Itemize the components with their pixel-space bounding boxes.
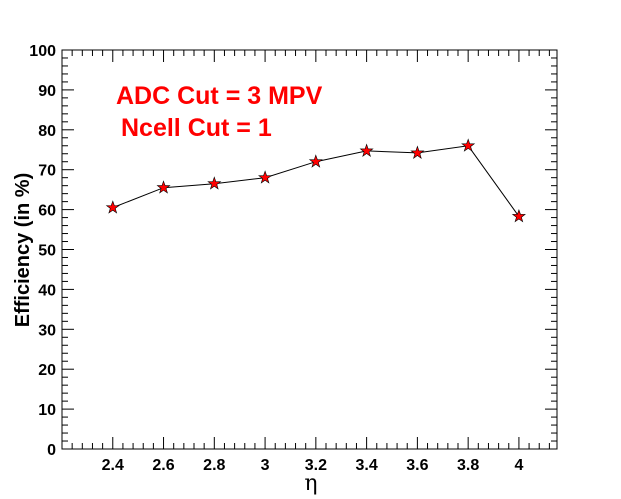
data-point xyxy=(511,208,526,223)
x-tick-label: 2.6 xyxy=(152,457,174,474)
y-axis-title: Efficiency (in %) xyxy=(12,173,34,327)
y-tick-label: 10 xyxy=(38,402,56,419)
x-tick-label: 2.8 xyxy=(203,457,225,474)
data-point xyxy=(410,145,425,159)
data-point xyxy=(105,200,120,214)
annotation-ncell-cut: Ncell Cut = 1 xyxy=(121,114,272,142)
x-axis-title: η xyxy=(304,471,317,496)
data-point xyxy=(308,154,323,168)
data-point xyxy=(156,180,171,194)
y-tick-label: 90 xyxy=(38,83,56,100)
axes: 0 10 20 30 40 50 60 70 80 90 100 2.4 2.6 2.8 3 3.2 3.4 3.… xyxy=(29,43,557,474)
y-tick-label: 100 xyxy=(29,43,56,60)
y-tick-label: 50 xyxy=(38,243,56,260)
x-tick-label: 3.2 xyxy=(305,457,327,474)
y-tick-label: 70 xyxy=(38,163,56,180)
y-tick-label: 20 xyxy=(38,362,56,379)
y-tick-label: 0 xyxy=(47,442,56,459)
x-tick-label: 2.4 xyxy=(102,457,124,474)
data-point xyxy=(258,170,273,184)
y-tick-label: 80 xyxy=(38,123,56,140)
data-point xyxy=(359,143,374,157)
annotation-adc-cut: ADC Cut = 3 MPV xyxy=(116,82,323,110)
x-tick-label: 3.8 xyxy=(457,457,479,474)
x-tick-label: 3.6 xyxy=(406,457,428,474)
y-tick-label: 40 xyxy=(38,282,56,299)
x-tick-label: 4 xyxy=(514,457,523,474)
x-tick-label: 3.4 xyxy=(355,457,377,474)
y-tick-label: 60 xyxy=(38,203,56,220)
data-point xyxy=(461,138,476,152)
y-tick-label: 30 xyxy=(38,322,56,339)
x-tick-label: 3 xyxy=(261,457,270,474)
data-point xyxy=(207,176,222,190)
series-layer xyxy=(105,138,526,223)
